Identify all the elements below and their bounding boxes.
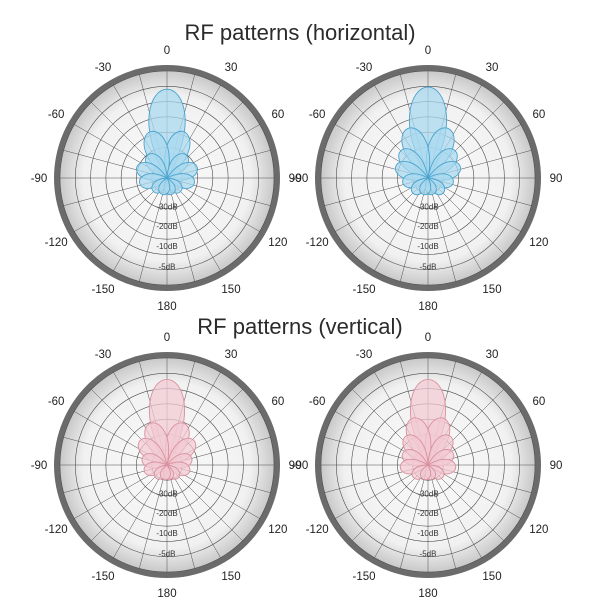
db-label: -30dB — [156, 202, 177, 211]
angle-label: -120 — [306, 524, 329, 536]
grid-spoke — [139, 464, 168, 569]
angle-label: -120 — [45, 524, 68, 536]
angle-label: 180 — [157, 588, 176, 600]
pattern-lobe — [159, 464, 171, 481]
angle-label: -150 — [352, 284, 375, 296]
db-label: -20dB — [417, 222, 438, 231]
radiation-pattern — [395, 86, 461, 196]
db-label: -10dB — [156, 242, 177, 251]
db-label: -20dB — [156, 509, 177, 518]
angle-label: -30 — [95, 349, 112, 361]
angle-label: 90 — [289, 460, 302, 472]
angle-label: 120 — [529, 237, 548, 249]
angle-label: -120 — [306, 237, 329, 249]
grid-spoke — [427, 177, 456, 282]
section-title-vertical: RF patterns (vertical) — [197, 314, 403, 339]
db-label: -20dB — [156, 222, 177, 231]
radiation-pattern — [399, 378, 457, 481]
angle-label: 150 — [482, 571, 501, 583]
db-label: -30dB — [156, 489, 177, 498]
radiation-pattern — [136, 88, 198, 196]
angle-label: 180 — [157, 301, 176, 313]
grid-spoke — [427, 464, 456, 569]
db-label: -10dB — [156, 529, 177, 538]
angle-label: 30 — [486, 62, 499, 74]
grid-spoke — [139, 177, 168, 282]
angle-label: 120 — [529, 524, 548, 536]
angle-label: -150 — [91, 571, 114, 583]
angle-label: 120 — [268, 524, 287, 536]
angle-label: -60 — [48, 396, 65, 408]
grid-spoke — [166, 177, 195, 282]
db-label: -20dB — [417, 509, 438, 518]
angle-label: 60 — [271, 109, 284, 121]
angle-label: 0 — [164, 332, 170, 344]
angle-label: -150 — [91, 284, 114, 296]
angle-label: 0 — [425, 45, 431, 57]
db-label: -5dB — [159, 263, 176, 272]
db-label: -10dB — [417, 529, 438, 538]
angle-label: 30 — [225, 349, 238, 361]
db-label: -30dB — [417, 489, 438, 498]
angle-label: 180 — [418, 588, 437, 600]
angle-label: 90 — [289, 173, 302, 185]
angle-label: -60 — [48, 109, 65, 121]
angle-label: -90 — [292, 460, 309, 472]
angle-label: -60 — [309, 109, 326, 121]
db-label: -10dB — [417, 242, 438, 251]
grid-spoke — [166, 464, 221, 558]
db-label: -5dB — [420, 550, 437, 559]
angle-label: 0 — [164, 45, 170, 57]
angle-label: 120 — [268, 237, 287, 249]
angle-label: 90 — [550, 173, 563, 185]
angle-label: -30 — [95, 62, 112, 74]
grid-spoke — [166, 464, 195, 569]
grid-spoke — [400, 464, 429, 569]
angle-label: -60 — [309, 396, 326, 408]
angle-label: -150 — [352, 571, 375, 583]
db-label: -30dB — [417, 202, 438, 211]
angle-label: 60 — [532, 109, 545, 121]
angle-label: -120 — [45, 237, 68, 249]
angle-label: 0 — [425, 332, 431, 344]
angle-label: -30 — [356, 62, 373, 74]
grid-spoke — [374, 464, 429, 558]
angle-label: 150 — [482, 284, 501, 296]
angle-label: -90 — [31, 460, 48, 472]
grid-spoke — [427, 464, 482, 558]
angle-label: 30 — [486, 349, 499, 361]
section-title-horizontal: RF patterns (horizontal) — [184, 20, 416, 45]
angle-label: -30 — [356, 349, 373, 361]
angle-label: 30 — [225, 62, 238, 74]
angle-label: 180 — [418, 301, 437, 313]
pattern-lobe — [419, 177, 432, 196]
db-label: -5dB — [159, 550, 176, 559]
grid-spoke — [91, 464, 168, 541]
angle-label: 90 — [550, 460, 563, 472]
angle-label: 150 — [221, 284, 240, 296]
grid-spoke — [400, 177, 429, 282]
angle-label: -90 — [31, 173, 48, 185]
pattern-lobe — [158, 177, 171, 196]
angle-label: -90 — [292, 173, 309, 185]
angle-label: 60 — [532, 396, 545, 408]
angle-label: 60 — [271, 396, 284, 408]
radiation-pattern — [137, 378, 197, 481]
pattern-lobe — [420, 464, 432, 481]
grid-spoke — [166, 464, 243, 541]
db-label: -5dB — [420, 263, 437, 272]
grid-spoke — [113, 464, 168, 558]
angle-label: 150 — [221, 571, 240, 583]
